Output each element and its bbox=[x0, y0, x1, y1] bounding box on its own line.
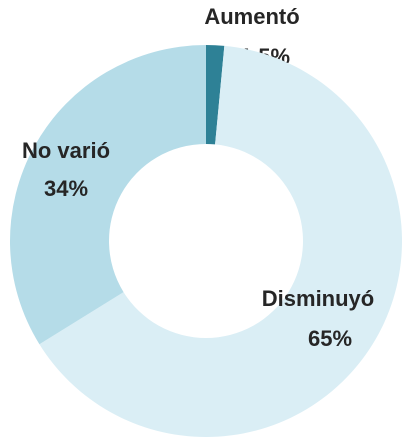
donut-slice bbox=[206, 45, 225, 145]
slice-value-label: 65% bbox=[308, 326, 352, 351]
slice-category-label: Aumentó bbox=[204, 4, 299, 29]
slice-category-label: Disminuyó bbox=[262, 286, 374, 311]
donut-slice bbox=[39, 45, 403, 438]
slice-value-label: 34% bbox=[44, 176, 88, 201]
slice-category-label: No varió bbox=[22, 138, 110, 163]
donut-slice bbox=[10, 45, 207, 345]
